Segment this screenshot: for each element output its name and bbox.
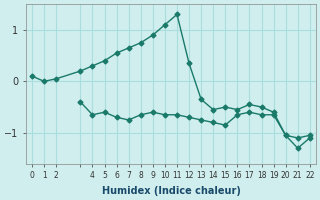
X-axis label: Humidex (Indice chaleur): Humidex (Indice chaleur) — [101, 186, 240, 196]
